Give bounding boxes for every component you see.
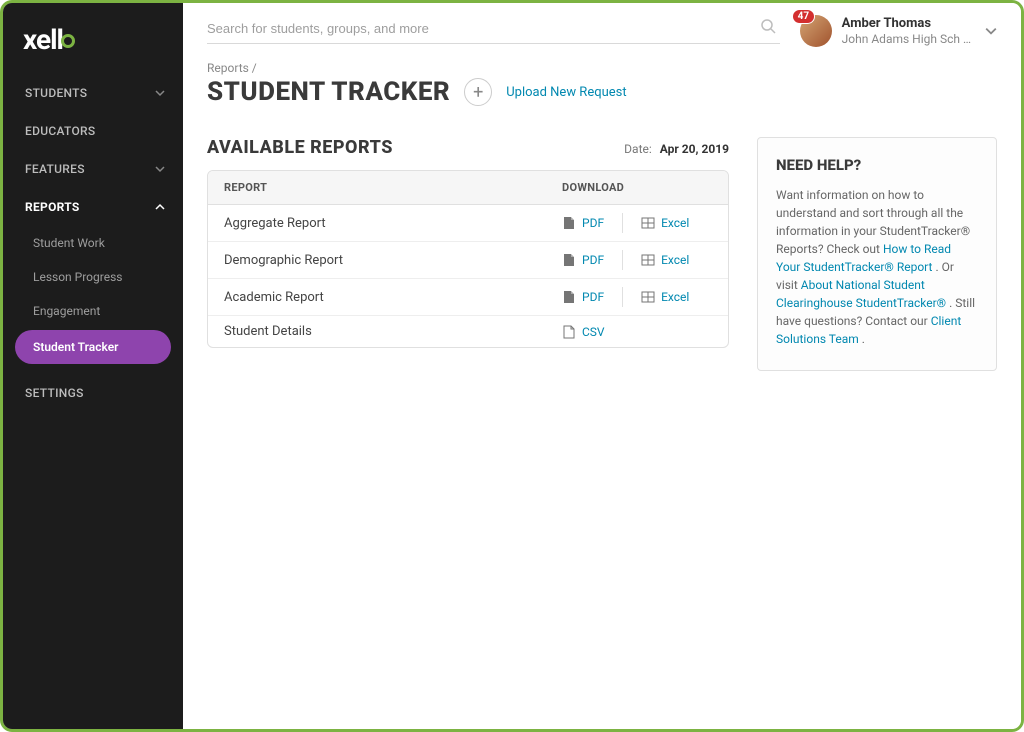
download-pdf-label: PDF: [582, 290, 604, 304]
user-menu[interactable]: 47 Amber Thomas John Adams High Sch …: [800, 15, 997, 47]
sidebar: xell STUDENTS EDUCATORS FEATURES REPORTS…: [3, 3, 183, 729]
avatar-wrap: 47: [800, 15, 832, 47]
nav-students-label: STUDENTS: [25, 86, 87, 100]
main: 47 Amber Thomas John Adams High Sch … Re…: [183, 3, 1021, 729]
date-block: Date: Apr 20, 2019: [624, 138, 729, 157]
help-text-4: .: [862, 332, 865, 346]
logo-dot-icon: [61, 34, 75, 48]
csv-icon: [562, 325, 576, 339]
download-cell: PDF Excel: [562, 287, 712, 307]
download-excel-label: Excel: [661, 216, 689, 230]
excel-icon: [641, 216, 655, 230]
nav-settings[interactable]: SETTINGS: [3, 374, 183, 412]
page-title: STUDENT TRACKER: [207, 77, 450, 107]
chevron-down-icon: [985, 22, 997, 41]
nav-students[interactable]: STUDENTS: [3, 74, 183, 112]
download-cell: PDF Excel: [562, 213, 712, 233]
table-row: Student Details CSV: [208, 316, 728, 347]
report-name: Academic Report: [224, 290, 562, 305]
help-panel: NEED HELP? Want information on how to un…: [757, 137, 997, 371]
user-text: Amber Thomas John Adams High Sch …: [842, 16, 971, 46]
download-excel-link[interactable]: Excel: [641, 253, 689, 267]
report-name: Aggregate Report: [224, 216, 562, 231]
nav-sub-engagement[interactable]: Engagement: [3, 294, 183, 328]
reports-column: AVAILABLE REPORTS Date: Apr 20, 2019 REP…: [207, 137, 729, 348]
pdf-icon: [562, 290, 576, 304]
logo-text: xell: [23, 23, 63, 56]
date-label: Date:: [624, 142, 652, 156]
report-name: Demographic Report: [224, 253, 562, 268]
download-pdf-link[interactable]: PDF: [562, 290, 604, 304]
col-download: DOWNLOAD: [562, 181, 712, 194]
download-excel-link[interactable]: Excel: [641, 290, 689, 304]
download-pdf-label: PDF: [582, 216, 604, 230]
divider: [622, 250, 623, 270]
nav-features[interactable]: FEATURES: [3, 150, 183, 188]
nav-sub-lesson-progress[interactable]: Lesson Progress: [3, 260, 183, 294]
nav-settings-label: SETTINGS: [25, 386, 84, 400]
pdf-icon: [562, 253, 576, 267]
upload-new-request-link[interactable]: Upload New Request: [506, 85, 626, 100]
user-name: Amber Thomas: [842, 16, 971, 32]
nav-reports[interactable]: REPORTS: [3, 188, 183, 226]
download-pdf-link[interactable]: PDF: [562, 216, 604, 230]
nav-educators-label: EDUCATORS: [25, 124, 95, 138]
app-frame: xell STUDENTS EDUCATORS FEATURES REPORTS…: [0, 0, 1024, 732]
reports-table: REPORT DOWNLOAD Aggregate Report PDF: [207, 170, 729, 348]
download-csv-label: CSV: [582, 325, 605, 339]
download-excel-label: Excel: [661, 290, 689, 304]
pdf-icon: [562, 216, 576, 230]
title-row: STUDENT TRACKER + Upload New Request: [207, 77, 997, 107]
download-csv-link[interactable]: CSV: [562, 325, 605, 339]
chevron-down-icon: [155, 164, 165, 174]
logo: xell: [3, 23, 183, 74]
report-name: Student Details: [224, 324, 562, 339]
nav-reports-label: REPORTS: [25, 200, 80, 214]
section-header: AVAILABLE REPORTS Date: Apr 20, 2019: [207, 137, 729, 158]
chevron-up-icon: [155, 202, 165, 212]
table-header: REPORT DOWNLOAD: [208, 171, 728, 205]
nav-educators[interactable]: EDUCATORS: [3, 112, 183, 150]
col-report: REPORT: [224, 181, 562, 194]
excel-icon: [641, 253, 655, 267]
divider: [622, 287, 623, 307]
search-wrap: [207, 18, 780, 44]
help-link-about-nsc[interactable]: About National Student Clearinghouse Stu…: [776, 278, 946, 310]
table-row: Academic Report PDF Excel: [208, 279, 728, 316]
divider: [622, 213, 623, 233]
download-cell: CSV: [562, 325, 712, 339]
nav-features-label: FEATURES: [25, 162, 85, 176]
notification-badge: 47: [792, 9, 815, 24]
search-input[interactable]: [207, 21, 780, 36]
body-columns: AVAILABLE REPORTS Date: Apr 20, 2019 REP…: [207, 137, 997, 371]
topbar: 47 Amber Thomas John Adams High Sch …: [183, 3, 1021, 47]
user-school: John Adams High Sch …: [842, 32, 971, 46]
nav-sub-student-work[interactable]: Student Work: [3, 226, 183, 260]
table-row: Aggregate Report PDF Excel: [208, 205, 728, 242]
search-icon: [760, 18, 776, 38]
download-pdf-label: PDF: [582, 253, 604, 267]
breadcrumb: Reports /: [207, 61, 997, 75]
help-text: Want information on how to understand an…: [776, 186, 978, 348]
chevron-down-icon: [155, 88, 165, 98]
section-title: AVAILABLE REPORTS: [207, 137, 393, 158]
download-excel-label: Excel: [661, 253, 689, 267]
download-pdf-link[interactable]: PDF: [562, 253, 604, 267]
help-title: NEED HELP?: [776, 156, 978, 174]
date-value: Apr 20, 2019: [660, 142, 729, 156]
nav-sub-student-tracker[interactable]: Student Tracker: [15, 330, 171, 364]
download-excel-link[interactable]: Excel: [641, 216, 689, 230]
content: Reports / STUDENT TRACKER + Upload New R…: [183, 47, 1021, 729]
excel-icon: [641, 290, 655, 304]
table-row: Demographic Report PDF Excel: [208, 242, 728, 279]
download-cell: PDF Excel: [562, 250, 712, 270]
add-request-button[interactable]: +: [464, 78, 492, 106]
